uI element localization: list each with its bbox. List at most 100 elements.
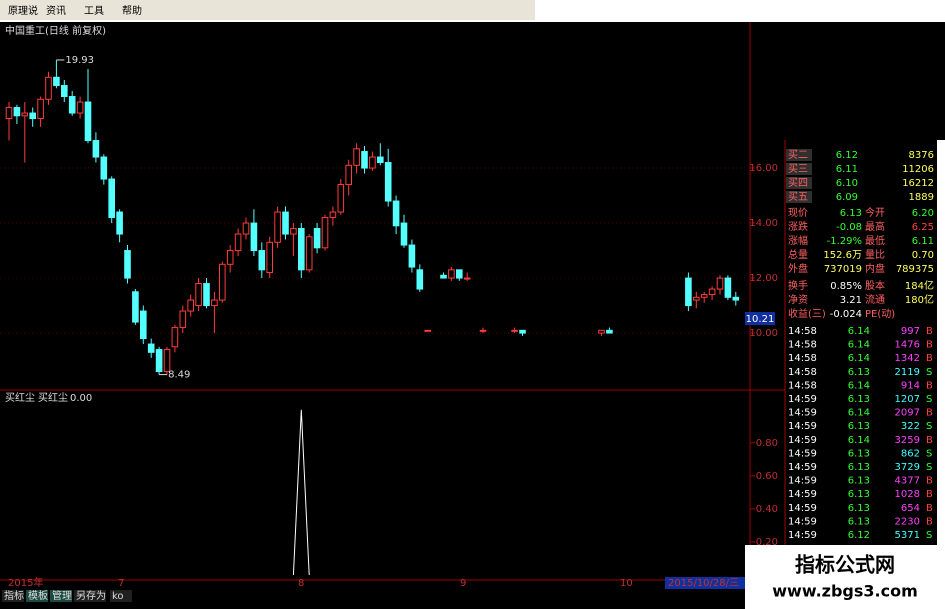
menu-item[interactable]: 原理说 — [8, 4, 38, 17]
candle-body — [400, 222, 408, 246]
candle-body — [361, 151, 368, 169]
trade-volume: 654 — [901, 503, 920, 514]
quote-label: 最高 — [865, 220, 885, 233]
quote-value: 3.21 — [840, 295, 862, 306]
candle-body — [321, 217, 329, 249]
tab-bg[interactable] — [26, 590, 48, 602]
y-tick-label: 0.60 — [756, 471, 778, 482]
trade-side: S — [926, 448, 932, 459]
candle-body — [147, 343, 155, 353]
trade-time: 14:59 — [788, 516, 817, 527]
candle-body — [242, 222, 250, 235]
trade-volume: 997 — [901, 326, 920, 337]
tab-bg[interactable] — [74, 590, 106, 602]
candle-body — [92, 140, 100, 158]
tab[interactable]: 指标 — [4, 589, 24, 602]
quote-label: 净资 — [788, 293, 808, 306]
trade-volume: 1028 — [895, 489, 920, 500]
tab[interactable]: ko — [112, 591, 124, 602]
candle-body — [700, 294, 708, 298]
trade-price: 6.13 — [848, 489, 870, 500]
tab-bg[interactable] — [2, 590, 24, 602]
trade-time: 14:58 — [788, 367, 817, 378]
ob-volume: 8376 — [909, 150, 934, 161]
candle-body — [266, 241, 273, 274]
y-tick-label: 0.40 — [756, 504, 778, 515]
trade-volume: 914 — [901, 380, 920, 391]
tab-bg[interactable] — [110, 590, 132, 602]
quote-label: 涨幅 — [788, 234, 808, 247]
candle-body — [53, 76, 60, 87]
candle-body — [179, 310, 187, 329]
candle-body — [5, 107, 13, 120]
menu-item[interactable]: 帮助 — [122, 4, 142, 17]
candle-body — [408, 244, 416, 268]
tab[interactable]: 模板 — [28, 589, 48, 602]
quote-value: 180亿 — [905, 293, 934, 306]
trade-side: B — [926, 340, 933, 351]
menu-item[interactable]: 资讯 — [46, 5, 66, 17]
quote-label: 内盘 — [865, 262, 885, 275]
trade-price: 6.14 — [848, 340, 870, 351]
candle-body — [13, 107, 21, 117]
indicator-title: 买红尘 — [5, 391, 35, 404]
quote-label: 总量 — [788, 248, 808, 261]
trade-volume: 4377 — [895, 476, 920, 487]
indicator-value: 0.00 — [70, 393, 92, 404]
trade-price: 6.14 — [848, 380, 870, 391]
trade-time: 14:58 — [788, 340, 817, 351]
candle-body — [155, 349, 163, 373]
x-label: 2015年 — [8, 576, 43, 589]
candle-body — [313, 228, 321, 249]
trade-price: 6.14 — [848, 435, 870, 446]
candle-body — [226, 250, 234, 265]
candle-body — [21, 112, 29, 117]
candle-body — [282, 211, 289, 235]
candle-body — [685, 277, 692, 307]
candle-body — [76, 101, 84, 114]
candle-body — [424, 329, 431, 332]
trade-volume: 5371 — [895, 530, 920, 541]
candle-body — [84, 101, 92, 142]
ob-volume: 1889 — [909, 192, 934, 203]
quote-value: 6.20 — [912, 208, 934, 219]
ob-label: 买三 — [788, 163, 808, 175]
candle-body — [456, 269, 463, 279]
x-label: 9 — [460, 578, 466, 589]
candle-body — [305, 236, 313, 271]
price-tag: 10.21 — [746, 314, 775, 325]
menu-item[interactable]: 工具 — [84, 5, 104, 17]
date-box — [665, 577, 745, 589]
candle-body — [369, 156, 376, 169]
tab[interactable]: 管理 — [52, 589, 72, 602]
trade-side: B — [926, 489, 933, 500]
trade-volume: 2230 — [895, 516, 920, 527]
trade-volume: 2119 — [895, 367, 920, 378]
candle-body — [479, 329, 487, 332]
candle-body — [234, 233, 242, 252]
trade-time: 14:59 — [788, 448, 817, 459]
x-label: 7 — [118, 578, 124, 589]
annotation: 8.49 — [168, 370, 190, 381]
candle-body — [219, 263, 226, 301]
trade-side: B — [926, 503, 933, 514]
watermark-box — [745, 545, 945, 609]
quote-label: 涨跌 — [788, 220, 808, 233]
trade-volume: 1342 — [895, 353, 920, 364]
y-tick-label: 16.00 — [749, 163, 778, 174]
trade-price: 6.14 — [848, 326, 870, 337]
candle-body — [211, 299, 218, 307]
y-tick-label: 12.00 — [749, 273, 778, 284]
candle-body — [463, 277, 471, 280]
quote-label: 量比 — [865, 249, 885, 261]
trade-side: B — [926, 516, 933, 527]
tab[interactable]: 另存为 — [76, 589, 106, 602]
candle-body — [171, 327, 179, 348]
trade-side: B — [926, 435, 933, 446]
candle-body — [716, 277, 724, 290]
trade-price: 6.12 — [848, 530, 870, 541]
trade-side: B — [926, 380, 933, 391]
tab-bg[interactable] — [50, 590, 72, 602]
x-label: 10 — [620, 578, 633, 589]
